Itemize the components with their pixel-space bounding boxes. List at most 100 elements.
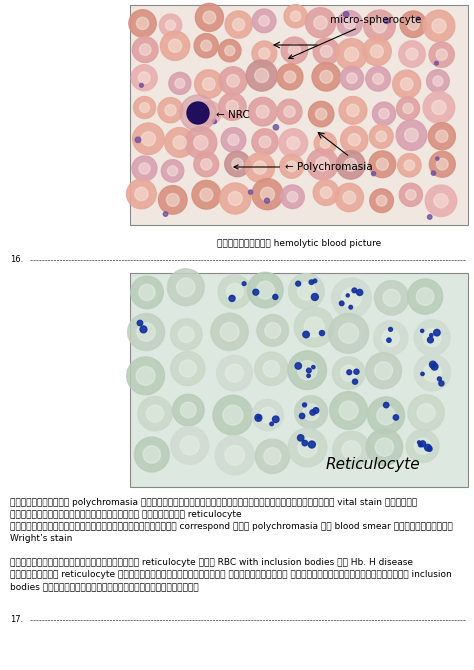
Circle shape: [382, 329, 399, 346]
Circle shape: [304, 317, 324, 337]
Circle shape: [374, 362, 392, 380]
Text: 16.: 16.: [10, 255, 23, 265]
Circle shape: [428, 123, 456, 150]
Circle shape: [383, 289, 400, 306]
Circle shape: [352, 288, 357, 293]
Circle shape: [201, 159, 212, 170]
Circle shape: [436, 49, 447, 60]
Circle shape: [309, 441, 315, 448]
Circle shape: [137, 320, 143, 326]
Circle shape: [194, 34, 218, 58]
Circle shape: [397, 97, 419, 120]
Circle shape: [141, 132, 155, 146]
Circle shape: [215, 436, 255, 475]
Circle shape: [128, 314, 164, 350]
Circle shape: [428, 337, 433, 343]
Circle shape: [298, 438, 317, 457]
Circle shape: [180, 436, 199, 455]
Circle shape: [365, 352, 401, 389]
Circle shape: [296, 281, 301, 286]
Circle shape: [219, 67, 247, 94]
Circle shape: [180, 95, 216, 131]
Circle shape: [213, 120, 217, 123]
Circle shape: [132, 156, 157, 181]
Circle shape: [167, 269, 204, 306]
Circle shape: [407, 18, 419, 30]
Circle shape: [305, 7, 336, 38]
Circle shape: [406, 48, 418, 60]
Circle shape: [320, 46, 332, 58]
Circle shape: [252, 399, 283, 431]
Circle shape: [225, 151, 250, 177]
Circle shape: [223, 405, 243, 425]
Circle shape: [242, 282, 246, 285]
Circle shape: [417, 404, 435, 422]
Circle shape: [143, 446, 161, 463]
Circle shape: [320, 139, 330, 149]
Circle shape: [384, 18, 389, 23]
Circle shape: [127, 179, 156, 209]
Circle shape: [195, 70, 223, 98]
Circle shape: [171, 352, 205, 385]
Circle shape: [377, 406, 395, 425]
Circle shape: [298, 435, 304, 441]
Circle shape: [135, 437, 169, 472]
Circle shape: [312, 365, 315, 369]
Circle shape: [373, 19, 387, 33]
Circle shape: [303, 404, 319, 420]
Circle shape: [383, 403, 389, 408]
Circle shape: [173, 136, 186, 149]
Bar: [130, 273, 468, 487]
Circle shape: [135, 188, 148, 200]
Circle shape: [270, 422, 273, 425]
Circle shape: [136, 366, 155, 385]
Circle shape: [332, 278, 371, 318]
Circle shape: [314, 16, 327, 29]
Circle shape: [406, 429, 439, 462]
Circle shape: [227, 74, 239, 87]
Circle shape: [372, 172, 375, 176]
Circle shape: [429, 334, 433, 337]
Circle shape: [319, 330, 325, 336]
Circle shape: [220, 322, 239, 341]
Text: ใช้แยกความแตกต่างระหว่าง reticulocyte กับ RBC with inclusion bodies ใน Hb. H dis: ใช้แยกความแตกต่างระหว่าง reticulocyte กั…: [10, 558, 413, 567]
Circle shape: [213, 395, 253, 435]
Circle shape: [439, 381, 444, 386]
Circle shape: [257, 415, 260, 419]
Circle shape: [288, 44, 301, 56]
Circle shape: [226, 100, 238, 113]
Text: ภาพขยายของ hemolytic blood picture: ภาพขยายของ hemolytic blood picture: [217, 239, 381, 248]
Circle shape: [356, 289, 363, 295]
Circle shape: [339, 301, 344, 306]
Circle shape: [396, 120, 427, 151]
Circle shape: [404, 160, 415, 170]
Circle shape: [346, 73, 357, 83]
Text: 17.: 17.: [10, 616, 23, 624]
Circle shape: [137, 17, 149, 29]
Circle shape: [134, 96, 155, 119]
Circle shape: [165, 105, 176, 116]
Circle shape: [313, 38, 339, 65]
Circle shape: [177, 278, 195, 296]
Circle shape: [343, 11, 349, 17]
Circle shape: [284, 5, 307, 27]
Circle shape: [204, 108, 215, 119]
Circle shape: [281, 185, 304, 208]
Circle shape: [343, 191, 356, 204]
Circle shape: [312, 62, 340, 91]
Circle shape: [370, 189, 393, 212]
Circle shape: [414, 320, 450, 356]
Circle shape: [256, 281, 274, 299]
Circle shape: [203, 11, 216, 23]
Circle shape: [252, 129, 278, 155]
Circle shape: [387, 338, 391, 342]
Circle shape: [307, 369, 311, 373]
Circle shape: [194, 135, 208, 150]
Circle shape: [195, 3, 223, 31]
Circle shape: [284, 106, 295, 117]
Circle shape: [173, 394, 204, 426]
Text: ← NRC: ← NRC: [216, 110, 250, 120]
Circle shape: [316, 157, 329, 171]
Circle shape: [425, 185, 457, 216]
Circle shape: [393, 415, 399, 420]
